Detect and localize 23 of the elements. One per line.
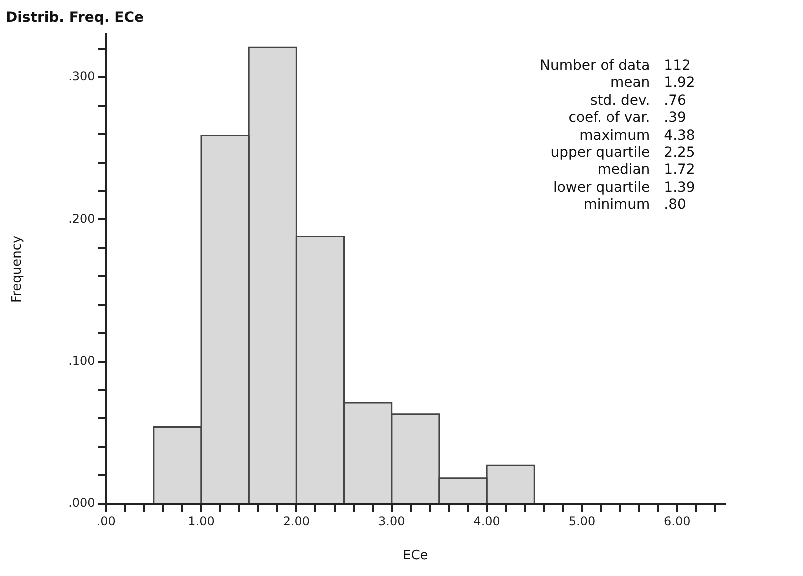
- x-tick-label: 6.00: [664, 514, 691, 528]
- annotation: mean 1.92: [609, 75, 696, 93]
- x-tick-label: 3.00: [378, 514, 406, 528]
- y-tick-label: .000: [68, 496, 96, 510]
- annotation: median 1.72: [596, 162, 696, 180]
- annotation: lower quartile 1.39: [552, 180, 696, 198]
- x-tick-label: 1.00: [188, 514, 215, 528]
- x-tick-label: 2.00: [283, 514, 310, 528]
- annotation: maximum 4.38: [578, 128, 696, 146]
- annotation: minimum .80: [582, 197, 688, 215]
- x-tick-label: 5.00: [568, 514, 596, 528]
- annotation: Number of data 112: [540, 58, 692, 76]
- y-tick-label: .100: [68, 354, 96, 368]
- x-tick-label: .00: [96, 514, 116, 528]
- x-tick-label: 4.00: [474, 514, 500, 528]
- annotation: upper quartile 2.25: [550, 145, 696, 162]
- y-tick-label: .200: [68, 212, 96, 226]
- chart-title: Distrib. Freq. ECe: [6, 10, 144, 26]
- y-axis-title: Frequency: [10, 236, 26, 303]
- x-axis-title: ECe: [403, 548, 428, 564]
- y-tick-label: .300: [68, 70, 96, 84]
- annotation: std. dev. .76: [589, 92, 688, 110]
- annotation: coef. of var. .39: [568, 110, 688, 128]
